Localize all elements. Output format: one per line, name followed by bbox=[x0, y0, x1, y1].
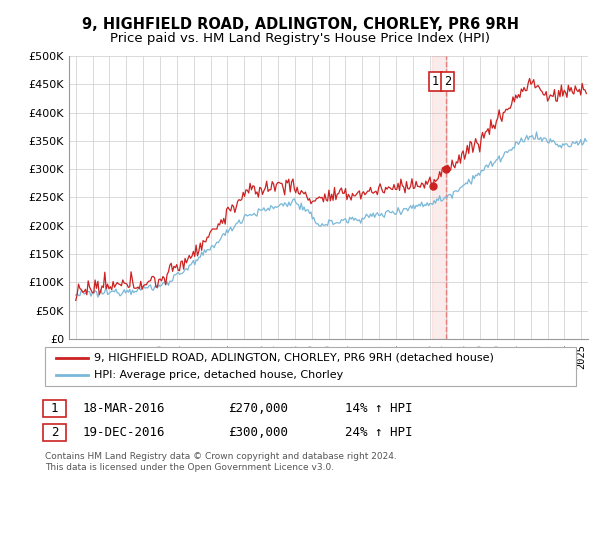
Text: 1: 1 bbox=[51, 402, 58, 416]
Text: 18-MAR-2016: 18-MAR-2016 bbox=[83, 402, 166, 416]
Text: 19-DEC-2016: 19-DEC-2016 bbox=[83, 426, 166, 439]
Text: 2: 2 bbox=[51, 426, 58, 439]
Text: 24% ↑ HPI: 24% ↑ HPI bbox=[345, 426, 413, 439]
Text: 9, HIGHFIELD ROAD, ADLINGTON, CHORLEY, PR6 9RH (detached house): 9, HIGHFIELD ROAD, ADLINGTON, CHORLEY, P… bbox=[94, 353, 494, 363]
Text: Contains HM Land Registry data © Crown copyright and database right 2024.
This d: Contains HM Land Registry data © Crown c… bbox=[45, 452, 397, 472]
Text: 9, HIGHFIELD ROAD, ADLINGTON, CHORLEY, PR6 9RH: 9, HIGHFIELD ROAD, ADLINGTON, CHORLEY, P… bbox=[82, 17, 518, 32]
Bar bbox=[432, 56, 447, 339]
Text: 14% ↑ HPI: 14% ↑ HPI bbox=[345, 402, 413, 416]
Text: 2: 2 bbox=[444, 75, 451, 88]
Text: £270,000: £270,000 bbox=[228, 402, 288, 416]
Text: HPI: Average price, detached house, Chorley: HPI: Average price, detached house, Chor… bbox=[94, 370, 343, 380]
Text: 1: 1 bbox=[432, 75, 439, 88]
Text: Price paid vs. HM Land Registry's House Price Index (HPI): Price paid vs. HM Land Registry's House … bbox=[110, 32, 490, 45]
Text: £300,000: £300,000 bbox=[228, 426, 288, 439]
